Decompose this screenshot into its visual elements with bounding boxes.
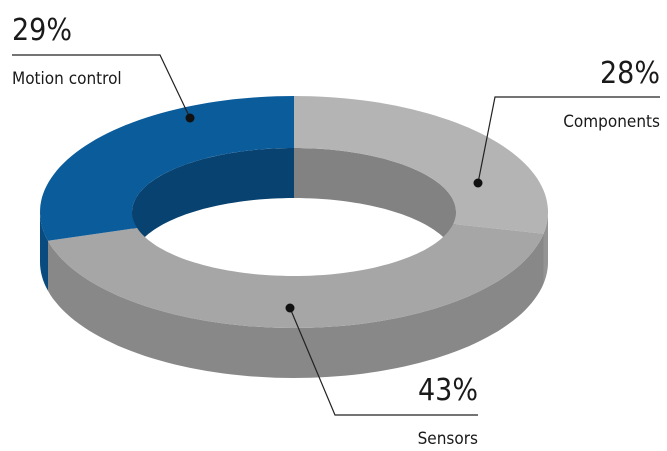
labels: 29% Motion control 28% Components 43% Se… [12,13,660,449]
inner-wall [294,148,456,262]
slice [48,224,544,328]
leader-dot [285,303,295,313]
value-label: 43% [418,373,478,408]
category-label: Motion control [12,69,122,89]
slice [40,96,294,241]
leader-line [477,96,660,184]
outer-wall [40,212,48,291]
inner-wall [132,148,294,262]
category-label: Sensors [418,429,478,449]
leader-line [289,307,478,416]
leader-dot [185,113,195,123]
slice [294,96,548,234]
leader-line [12,54,191,119]
outer-wall [543,212,548,284]
value-label: 29% [12,13,72,48]
leader-dot [473,178,483,188]
outer-wall [48,233,544,378]
category-label: Components [563,112,660,132]
value-label: 28% [600,56,660,91]
donut [40,96,548,378]
